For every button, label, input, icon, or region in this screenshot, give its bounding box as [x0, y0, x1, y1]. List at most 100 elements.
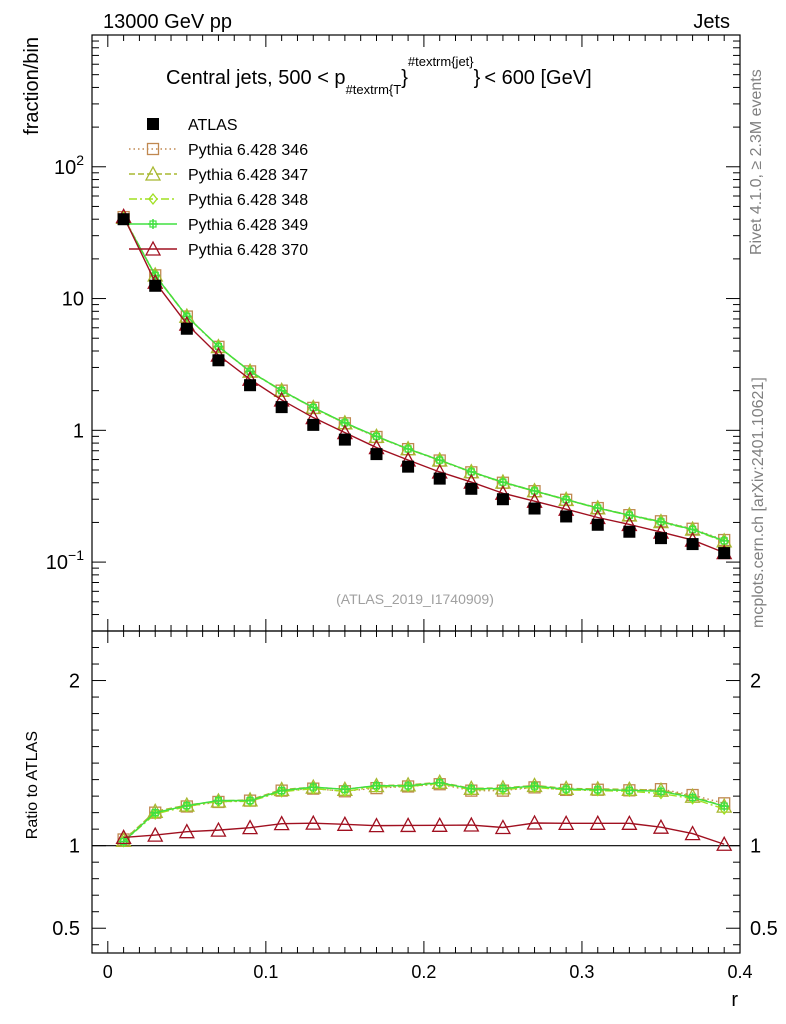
ratio-series-0 [117, 778, 731, 846]
ratio-series-point-box [309, 783, 317, 791]
ratio-series-point [403, 780, 414, 791]
ratio-series-point [466, 783, 477, 794]
ratio-series-point [305, 814, 322, 830]
process-label: Jets [693, 11, 730, 33]
data-point [117, 213, 130, 226]
data-point [244, 379, 257, 392]
ratio-series-point-box [530, 782, 539, 790]
ratio-series-3 [118, 777, 730, 847]
ratio-series-point [245, 795, 256, 806]
x-tick-label: 0.2 [411, 962, 436, 982]
series-point-box [720, 537, 728, 545]
source-label: mcplots.cern.ch [arXiv:2401.10621] [750, 377, 767, 628]
legend-marker-atlas [147, 118, 159, 130]
ratio-series-1 [115, 773, 733, 847]
series-3 [118, 212, 730, 546]
ratio-series-point-box [436, 779, 444, 787]
chart-title-main: Central jets, 500 < p [166, 67, 346, 89]
ratio-y-axis-label: Ratio to ATLAS [24, 731, 41, 839]
data-point [149, 279, 162, 292]
series-point-box [436, 456, 444, 464]
x-tick-label: 0.1 [253, 962, 278, 982]
legend-marker-3-box [149, 220, 157, 228]
ratio-series-point [241, 819, 259, 835]
ratio-series-point [687, 792, 698, 803]
legend-label-3: Pythia 6.428 349 [188, 217, 308, 234]
ratio-series-point [494, 819, 512, 835]
ratio-series-point-box [341, 785, 349, 793]
ratio-series-point [655, 786, 666, 797]
ratio-series-point [684, 825, 701, 841]
rivet-label: Rivet 4.1.0, ≥ 2.3M events [748, 69, 765, 255]
data-point [275, 401, 288, 414]
x-tick-label: 0 [103, 962, 113, 982]
ratio-y-tick-label: 1 [69, 836, 80, 858]
legend-marker-4 [144, 240, 162, 256]
y-tick-label-base: 10 [46, 552, 68, 574]
ratio-series-point [526, 814, 543, 830]
ratio-series-point-box [625, 786, 633, 794]
ratio-series-line [123, 822, 725, 845]
series-1 [115, 209, 733, 548]
ratio-series-point [624, 785, 635, 796]
y-axis-label: fraction/bin [21, 37, 43, 135]
ratio-series-point [336, 815, 353, 831]
data-point [686, 538, 699, 551]
chart-title-sup: #textrm{jet} [408, 54, 474, 69]
ratio-series-point-box [688, 793, 697, 802]
series-0 [117, 210, 731, 547]
ratio-series-point [371, 780, 382, 791]
ratio-y-tick-label-right: 0.5 [750, 918, 778, 940]
ratio-series-point [276, 785, 287, 796]
y-tick-label-exp: 2 [76, 152, 84, 168]
analysis-label: (ATLAS_2019_I1740909) [336, 591, 494, 607]
series-line [122, 217, 725, 542]
ratio-y-tick-label-right: 2 [750, 671, 761, 693]
data-point [718, 547, 731, 560]
ratio-series-point [463, 816, 480, 832]
chart-title-brace: } [401, 67, 408, 89]
x-tick-label: 0.4 [727, 962, 752, 982]
y-tick-label-1: 1 [73, 420, 84, 442]
ratio-plot-frame [91, 630, 741, 954]
y-tick-label-base: 10 [54, 157, 76, 179]
ratio-series-point-box [183, 802, 191, 810]
ratio-series-point [308, 782, 319, 793]
ratio-series-point-box [499, 784, 507, 793]
data-point [623, 525, 636, 538]
chart-title: Central jets, 500 < p#textrm{T}#textrm{j… [166, 54, 592, 97]
data-point [338, 433, 351, 446]
ratio-series-point [529, 781, 540, 792]
series-point-box [183, 312, 191, 320]
legend-marker-2 [148, 192, 158, 206]
x-tick-label: 0.3 [569, 962, 594, 982]
ratio-series-point [339, 784, 350, 795]
legend-marker-1 [144, 165, 162, 181]
ratio-series-4 [115, 814, 733, 851]
ratio-y-tick-label-right: 1 [750, 836, 761, 858]
ratio-series-point-box [278, 787, 286, 795]
data-point [180, 322, 193, 335]
ratio-series-point [213, 795, 224, 806]
data-point [212, 354, 225, 367]
legend-label-2: Pythia 6.428 348 [188, 192, 308, 209]
ratio-series-point [558, 814, 575, 831]
ratio-axis-ticks: 0 0.1 0.2 0.3 0.4 0.5 0.5 1 1 2 2 [52, 631, 778, 982]
data-point [402, 460, 415, 473]
chart-title-end: < 600 [GeV] [484, 67, 591, 89]
legend-label-atlas: ATLAS [188, 117, 238, 134]
ratio-y-tick-label: 2 [69, 671, 80, 693]
data-point [528, 502, 541, 515]
ratio-series-point-box [214, 796, 223, 805]
ratio-series-point [652, 818, 670, 834]
ratio-series-group [115, 773, 733, 851]
ratio-series-point-box [467, 785, 475, 793]
ratio-series-point-box [372, 782, 381, 790]
series-4 [115, 208, 733, 560]
legend-marker-0 [146, 142, 160, 156]
data-point [370, 448, 383, 461]
ratio-y-tick-label: 0.5 [52, 918, 80, 940]
legend-label-4: Pythia 6.428 370 [188, 242, 308, 259]
data-point [560, 510, 573, 523]
